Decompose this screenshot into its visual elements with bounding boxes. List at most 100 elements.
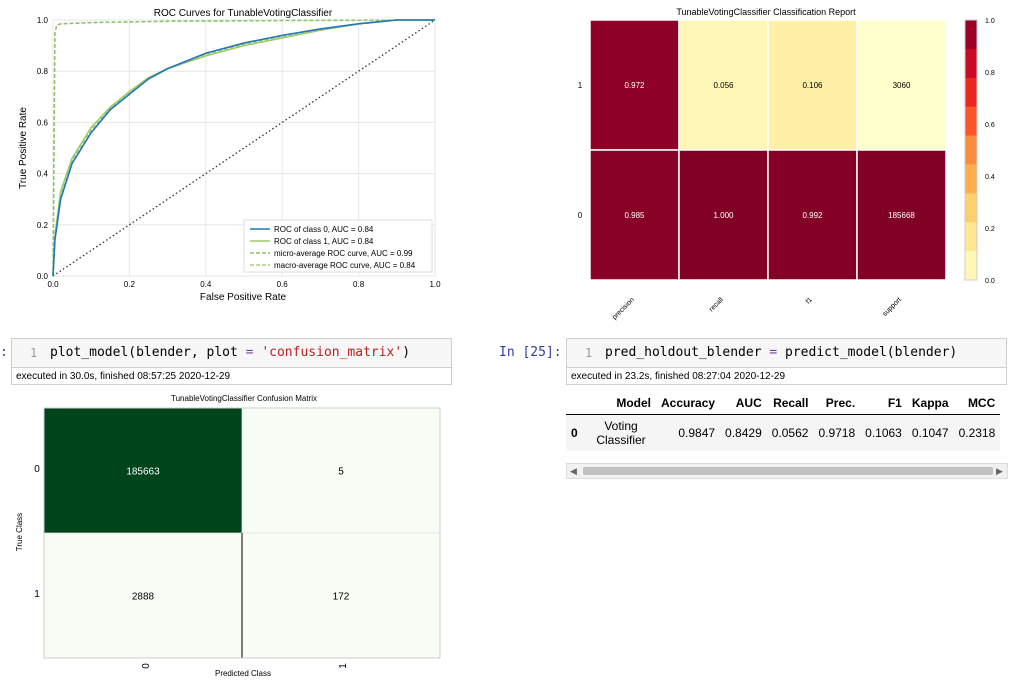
cell2-execution-info: executed in 23.2s, finished 08:27:04 202… (566, 368, 1007, 385)
roc-xlabel: False Positive Rate (200, 292, 287, 303)
roc-ytick-label: 0.4 (37, 170, 49, 179)
confusion-matrix-chart: TunableVotingClassifier Confusion Matrix… (15, 394, 441, 678)
col-header-accuracy: Accuracy (656, 392, 721, 415)
cell-f1: 0.1063 (865, 426, 902, 440)
report-cell-value: 185668 (888, 211, 915, 220)
legend-micro: micro-average ROC curve, AUC = 0.99 (274, 249, 413, 258)
roc-chart: ROC Curves for TunableVotingClassifier 0… (18, 8, 441, 303)
confusion-cell-value: 185663 (126, 467, 160, 478)
report-column-labels: precision recall f1 support (611, 296, 903, 321)
col-header-kappa: Kappa (906, 392, 954, 415)
results-table: Model Accuracy AUC Recall Prec. F1 Kappa… (566, 392, 1001, 451)
cell1-code[interactable]: plot_model(blender, plot = 'confusion_ma… (50, 345, 411, 360)
report-cell-value: 1.000 (713, 211, 734, 220)
colorbar-frame (964, 19, 978, 281)
confusion-cell-value: 2888 (132, 592, 155, 603)
output-table-container: Model Accuracy AUC Recall Prec. F1 Kappa… (566, 392, 1008, 451)
report-cell-value: 0.056 (713, 81, 734, 90)
report-row-label-1: 1 (578, 81, 583, 90)
horizontal-scrollbar[interactable]: ◀ ▶ (566, 463, 1008, 479)
colorbar-segment (965, 20, 977, 50)
col-header-mcc: MCC (953, 392, 1001, 415)
cell-kappa: 0.1047 (911, 426, 949, 440)
report-cell-value: 0.106 (802, 81, 823, 90)
roc-xtick-label: 0.8 (353, 280, 365, 289)
colorbar-segment (965, 251, 977, 281)
report-cell (589, 149, 680, 281)
roc-chance-line (52, 19, 436, 277)
cell1-execution-info: executed in 30.0s, finished 08:57:25 202… (11, 368, 452, 385)
cell-accuracy: 0.9847 (678, 426, 716, 440)
report-colorbar: 1.0 0.8 0.6 0.4 0.2 0.0 (964, 18, 995, 285)
scroll-right-arrow-icon[interactable]: ▶ (996, 466, 1003, 476)
col-header-index (566, 392, 586, 415)
col-header-model: Model (586, 392, 656, 415)
cell-model: Voting Classifier (596, 419, 646, 447)
cell-recall: 0.0562 (771, 426, 809, 440)
cell-mcc: 0.2318 (958, 426, 996, 440)
report-cell-value: 0.972 (624, 81, 645, 90)
report-cell-value: 3060 (893, 81, 911, 90)
cell1-input[interactable]: 1 plot_model(blender, plot = 'confusion_… (11, 338, 452, 368)
cm-xtick-0: 0 (141, 663, 152, 669)
cm-xlabel: Predicted Class (215, 669, 271, 678)
scroll-left-arrow-icon[interactable]: ◀ (570, 466, 577, 476)
colorbar-tick: 0.4 (985, 174, 995, 181)
col-header-recall: Recall (766, 392, 814, 415)
cell2-prompt: In [25]: (499, 345, 562, 360)
roc-lines (52, 19, 436, 277)
colorbar-segment (965, 77, 977, 108)
report-row-label-0: 0 (578, 211, 583, 220)
report-cell (678, 149, 769, 281)
colorbar-segment (965, 48, 977, 79)
roc-line-micro (52, 19, 436, 277)
cell2-input[interactable]: 1 pred_holdout_blender = predict_model(b… (566, 338, 1007, 368)
roc-xtick-label: 0.0 (47, 280, 59, 289)
cm-ytick-0: 0 (34, 464, 40, 475)
roc-xtick-label: 0.2 (124, 280, 136, 289)
roc-ylabel: True Positive Rate (18, 107, 29, 189)
cell2-code[interactable]: pred_holdout_blender = predict_model(ble… (605, 345, 958, 360)
legend-macro: macro-average ROC curve, AUC = 0.84 (274, 261, 416, 270)
roc-ytick-label: 0.8 (37, 67, 49, 76)
colorbar-tick: 1.0 (985, 18, 995, 25)
report-cells: 0.972 0.056 0.106 3060 0.985 1.000 0.992 185668 (589, 19, 947, 281)
confusion-cell (43, 532, 243, 659)
report-col-label: recall (708, 296, 725, 313)
table-row: 0 Voting Classifier 0.9847 0.8429 0.0562… (566, 414, 1001, 451)
roc-xtick-label: 0.6 (277, 280, 289, 289)
roc-ytick-label: 0.6 (37, 118, 49, 127)
confusion-frame (43, 407, 441, 659)
report-col-label: f1 (805, 296, 814, 305)
colorbar-tick: 0.8 (985, 70, 995, 77)
roc-title: ROC Curves for TunableVotingClassifier (154, 8, 333, 19)
report-col-label: support (881, 296, 902, 317)
colorbar-tick: 0.6 (985, 122, 995, 129)
confusion-cell (241, 407, 441, 534)
roc-xtick-label: 1.0 (429, 280, 441, 289)
confusion-cells: 185663 5 2888 172 (43, 407, 441, 659)
colorbar-segment (965, 135, 977, 165)
classification-report-chart: TunableVotingClassifier Classification R… (578, 7, 995, 321)
col-header-prec: Prec. (813, 392, 861, 415)
roc-ytick-label: 1.0 (37, 16, 49, 25)
scrollbar-thumb[interactable] (583, 467, 993, 475)
row-index: 0 (571, 426, 578, 440)
report-cell (767, 149, 858, 281)
roc-xtick-label: 0.4 (200, 280, 212, 289)
roc-ytick-label: 0.2 (37, 221, 49, 230)
colorbar-segment (965, 164, 977, 194)
cell2-line-number: 1 (585, 346, 593, 360)
legend-class1: ROC of class 1, AUC = 0.84 (274, 237, 374, 246)
confusion-cell-value: 5 (338, 467, 344, 478)
colorbar-segment (965, 193, 977, 223)
report-col-label: precision (611, 296, 636, 321)
report-cell-value: 0.992 (802, 211, 823, 220)
report-cell (589, 19, 680, 151)
colorbar-segment (965, 222, 977, 252)
roc-legend: ROC of class 0, AUC = 0.84 ROC of class … (243, 219, 433, 273)
cell1-line-number: 1 (30, 346, 38, 360)
legend-class0: ROC of class 0, AUC = 0.84 (274, 225, 374, 234)
cell1-prompt: : (0, 345, 8, 360)
col-header-f1: F1 (860, 392, 907, 415)
